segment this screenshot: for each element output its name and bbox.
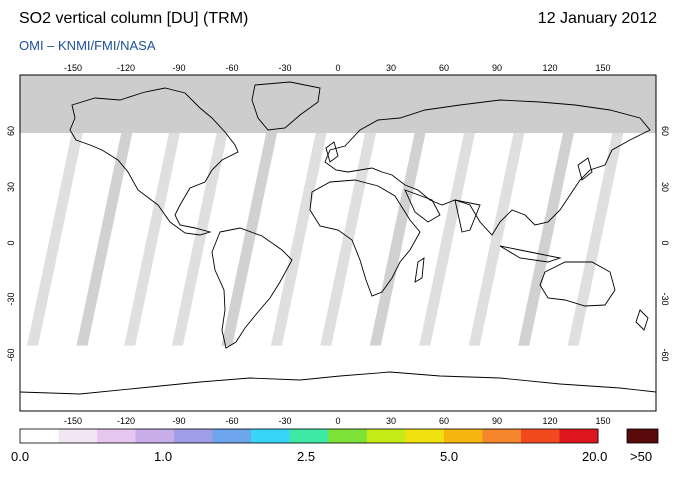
lat-tick-left-label: 0 [6,240,16,245]
data-credit: OMI – KNMI/FMI/NASA [19,38,156,53]
lat-tick-right-label: 30 [660,182,670,192]
swath-gap-band [76,127,134,346]
lon-tick-top-label: 150 [595,63,610,73]
colorbar-segment [559,429,599,443]
lat-tick-right-label: -60 [660,348,670,361]
lat-tick-left-label: 30 [6,182,16,192]
colorbar-frame [19,428,599,444]
colorbar-label-1: 1.0 [154,449,173,464]
new-zealand-outline [635,309,649,331]
colorbar-label-2: 2.5 [297,449,316,464]
colorbar-segment [97,429,137,443]
colorbar-segment [328,429,368,443]
lat-tick-right-label: 0 [660,240,670,245]
swath-gap-band [518,127,576,346]
swath-gap-band [468,127,526,346]
swath-gap-band [124,127,182,346]
map-content [20,75,656,395]
lon-tick-bottom-label: 150 [595,416,610,426]
africa-outline [309,179,421,297]
lon-tick-top-label: 60 [439,63,449,73]
british-isles-outline [325,141,339,163]
colorbar [19,428,599,444]
lat-tick-right-label: 60 [660,126,670,136]
colorbar-label-3: 5.0 [440,449,459,464]
swath-gap-band [221,127,279,346]
lat-tick-left-label: 60 [6,126,16,136]
colorbar-segment [58,429,98,443]
coastlines [20,81,656,395]
colorbar-label-0: 0.0 [11,449,30,464]
colorbar-label-4: 20.0 [582,449,608,464]
swath-gap-band [369,127,427,346]
swath-gap-band [567,127,625,346]
swath-gap-band [270,127,328,346]
lon-tick-top-label: 30 [386,63,396,73]
polar-night-gap [20,75,656,133]
colorbar-segment [174,429,214,443]
map-frame [19,74,657,412]
indonesia-outline [499,245,562,263]
south-america-outline [211,227,293,349]
colorbar-overflow-swatch [626,428,659,444]
lon-tick-top-label: 0 [335,63,340,73]
map-date: 12 January 2012 [537,10,657,27]
lon-tick-bottom-label: 120 [542,416,557,426]
lon-tick-bottom-label: 30 [386,416,396,426]
arabia-outline [404,189,441,223]
lon-tick-top-label: -120 [117,63,135,73]
lon-ticks-top: -150 -120 -90 -60 -30 0 30 60 90 120 150 [64,63,611,73]
lon-tick-bottom-label: -30 [278,416,291,426]
lon-tick-top-label: 120 [542,63,557,73]
colorbar-overflow-label: >50 [630,449,653,464]
greenland-outline [251,81,321,131]
swath-gap-band [171,127,229,346]
colorbar-segment [366,429,406,443]
lon-tick-top-label: -30 [278,63,291,73]
colorbar-segment [443,429,483,443]
swath-gaps [27,127,625,346]
colorbar-segment [520,429,560,443]
swath-gap-band [419,127,477,346]
lon-tick-bottom-label: -150 [64,416,82,426]
colorbar-segment [135,429,175,443]
lon-tick-top-label: 90 [492,63,502,73]
lat-ticks-left: 60 30 0 -30 -60 [6,126,16,362]
lon-tick-bottom-label: -90 [172,416,185,426]
lon-tick-bottom-label: 60 [439,416,449,426]
swath-gap-band [27,127,85,346]
lon-tick-bottom-label: 0 [335,416,340,426]
colorbar-segment [212,429,252,443]
lat-ticks-right: 60 30 0 -30 -60 [660,126,670,362]
lon-tick-top-label: -60 [225,63,238,73]
colorbar-segment [251,429,291,443]
colorbar-segment [482,429,522,443]
colorbar-segment [405,429,445,443]
lon-ticks-bottom: -150 -120 -90 -60 -30 0 30 60 90 120 150 [64,416,611,426]
lat-tick-left-label: -30 [6,292,16,305]
map-title: SO2 vertical column [DU] (TRM) [19,10,249,27]
japan-outline [577,157,593,181]
colorbar-segment [20,429,60,443]
australia-outline [539,261,616,307]
lon-tick-top-label: -150 [64,63,82,73]
north-america-outline [69,87,239,236]
lon-tick-bottom-label: 90 [492,416,502,426]
lon-tick-top-label: -90 [172,63,185,73]
madagascar-outline [414,257,425,283]
india-outline [454,199,481,233]
colorbar-segment [289,429,329,443]
lon-tick-bottom-label: -120 [117,416,135,426]
lon-tick-bottom-label: -60 [225,416,238,426]
lat-tick-right-label: -30 [660,292,670,305]
eurasia-outline [324,99,651,236]
antarctica-outline [20,371,656,395]
lat-tick-left-label: -60 [6,348,16,361]
